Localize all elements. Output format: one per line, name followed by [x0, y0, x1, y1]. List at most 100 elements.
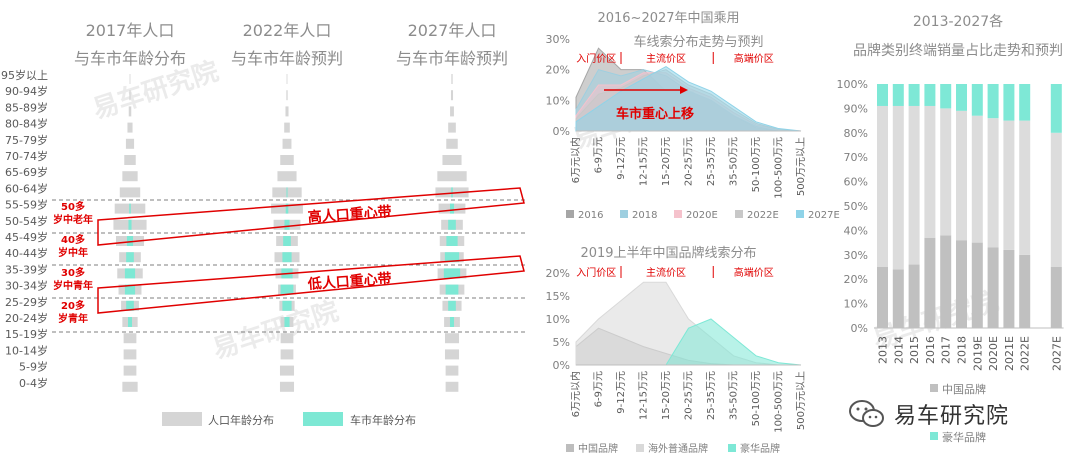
car-market-bar	[128, 219, 132, 230]
age-label: 0-4岁	[19, 376, 48, 390]
legend-label: 2020E	[686, 210, 718, 221]
x-tick-label: 2018	[956, 336, 969, 364]
price-zone-label: 入门价区	[576, 266, 616, 279]
population-bar	[124, 155, 136, 165]
car-market-bar	[126, 236, 134, 246]
legend-label-china-brand: 中国品牌	[942, 382, 986, 396]
pyramid-title: 2017年人口	[86, 21, 175, 40]
car-market-bar	[282, 300, 292, 311]
age-group-label: 岁中青年	[53, 279, 93, 292]
legend-label-car-market: 车市年龄分布	[350, 413, 416, 427]
brand-name: 易车研究院	[894, 404, 1010, 429]
legend-swatch-china-brand	[930, 384, 938, 392]
stacked-bar-segment	[1019, 254, 1031, 328]
legend-label: 2027E	[808, 210, 840, 221]
x-tick-label: 100-500万元	[774, 371, 785, 433]
y-tick-label: 20%	[546, 64, 570, 77]
age-label: 95岁以上	[1, 68, 48, 82]
population-bar	[128, 106, 132, 117]
age-label: 5-9岁	[19, 360, 48, 374]
x-tick-label: 2017	[940, 336, 953, 364]
age-label: 65-69岁	[5, 165, 48, 179]
stacked-bar-segment	[924, 105, 936, 238]
population-bar	[286, 90, 288, 101]
y-tick-label: 30%	[844, 249, 868, 262]
population-bar	[444, 333, 460, 344]
stacked-bar-segment	[987, 118, 999, 248]
x-tick-label: 35-50万元	[729, 371, 740, 420]
x-tick-label: 6万元以内	[569, 137, 582, 183]
legend-swatch	[735, 210, 743, 218]
y-tick-label: 10%	[546, 313, 570, 326]
x-tick-label: 12-15万元	[639, 137, 650, 186]
legend-swatch-population	[162, 412, 202, 426]
stacked-bar-segment	[924, 84, 936, 106]
car-market-bar	[126, 300, 134, 311]
stacked-bar-segment	[892, 105, 904, 270]
y-tick-label: 60%	[844, 176, 868, 189]
population-bar	[125, 138, 135, 149]
x-tick-label: 2022E	[1019, 336, 1032, 371]
x-tick-label: 6万元以内	[569, 371, 582, 417]
pyramid-title: 与车市年龄预判	[396, 49, 508, 68]
x-tick-label: 9-12万元	[616, 137, 627, 180]
stacked-bar-segment	[908, 105, 920, 265]
age-label: 85-89岁	[5, 100, 48, 114]
y-tick-label: 0%	[851, 322, 868, 335]
x-tick-label: 20-25万元	[684, 137, 695, 186]
x-tick-label: 35-50万元	[729, 137, 740, 186]
x-tick-label: 9-12万元	[616, 371, 627, 414]
x-tick-label: 25-35万元	[706, 371, 717, 420]
car-market-bar	[124, 268, 136, 279]
car-market-bar	[448, 300, 456, 311]
y-tick-label: 40%	[844, 224, 868, 237]
x-tick-label: 15-20万元	[661, 371, 672, 420]
stacked-bar-segment	[987, 84, 999, 119]
stacked-bar-segment	[956, 240, 967, 328]
car-market-bar	[444, 252, 460, 263]
stacked-chart-title: 品牌类别终端销量占比走势和预判	[853, 42, 1063, 59]
car-market-bar	[446, 236, 458, 246]
age-label: 10-14岁	[5, 343, 48, 357]
stacked-bar-segment	[971, 115, 983, 243]
legend-swatch	[566, 444, 574, 452]
area-chart-title: 2016~2027年中国乘用	[597, 11, 739, 26]
population-bar	[286, 74, 288, 84]
population-bar	[445, 365, 459, 376]
legend-label: 2016	[578, 210, 603, 221]
population-bar	[123, 349, 137, 360]
y-tick-label: 20%	[844, 273, 868, 286]
population-bar	[123, 365, 137, 376]
stacked-bar-segment	[892, 269, 904, 328]
population-bar	[279, 365, 295, 376]
stacked-bar-segment	[1019, 84, 1031, 121]
population-bar	[282, 138, 292, 149]
car-market-bar	[285, 203, 289, 214]
legend-swatch	[636, 444, 644, 452]
y-tick-label: 80%	[844, 127, 868, 140]
population-bar	[123, 333, 137, 344]
population-bar	[448, 122, 456, 133]
y-tick-label: 90%	[844, 102, 868, 115]
y-tick-label: 15%	[546, 290, 570, 303]
y-tick-label: 10%	[844, 298, 868, 311]
area-chart-title: 2019上半年中国品牌线索分布	[580, 245, 756, 261]
legend-swatch-car-market	[303, 412, 343, 426]
stacked-bar-segment	[1003, 84, 1015, 121]
legend-swatch	[674, 210, 682, 218]
car-market-bar	[127, 317, 133, 327]
population-bar	[285, 106, 289, 117]
x-tick-label: 2013	[877, 336, 890, 364]
x-tick-label: 25-35万元	[706, 137, 717, 186]
age-label: 20-24岁	[5, 311, 48, 325]
population-bar	[129, 74, 131, 84]
x-tick-label: 2015	[908, 336, 921, 364]
stacked-bar-segment	[940, 235, 952, 328]
y-tick-label: 0%	[553, 125, 570, 138]
x-tick-label: 100-500万元	[774, 137, 785, 199]
stacked-bar-segment	[1003, 120, 1015, 250]
population-bar	[446, 138, 458, 149]
x-tick-label: 2014	[892, 336, 905, 364]
stacked-bar-segment	[1050, 84, 1062, 133]
x-tick-label: 2021E	[1003, 336, 1016, 371]
